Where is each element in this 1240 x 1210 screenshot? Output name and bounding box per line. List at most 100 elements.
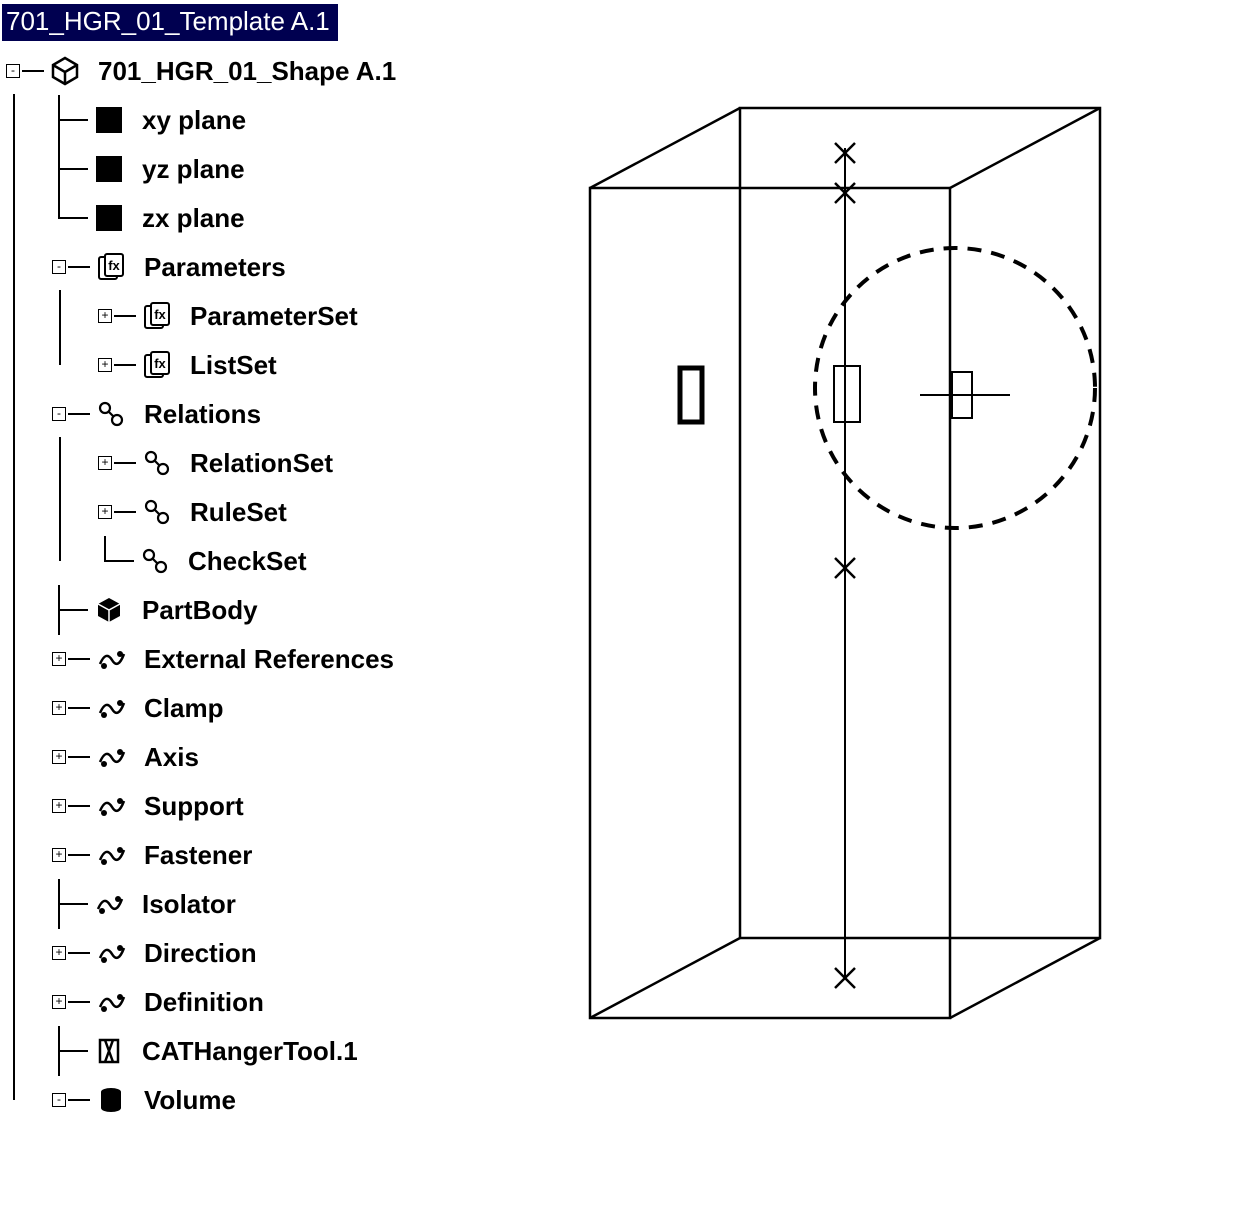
relations-icon [140, 495, 174, 529]
tree-node-clamp[interactable]: + Clamp [52, 683, 396, 732]
toggle-icon[interactable]: + [98, 505, 112, 519]
connector-line [22, 70, 44, 72]
geoset-icon [94, 789, 128, 823]
tree-node-label: RuleSet [190, 499, 287, 525]
toggle-icon[interactable]: - [52, 260, 66, 274]
tree-node-isolator[interactable]: Isolator [52, 879, 396, 928]
connector-line [52, 1044, 66, 1058]
tree-node-label: Volume [144, 1087, 236, 1113]
tree-node-extref[interactable]: + External References [52, 634, 396, 683]
connector-line [112, 560, 134, 562]
tree-node-partbody[interactable]: PartBody [52, 585, 396, 634]
tree-node-label: yz plane [142, 156, 245, 182]
model-viewport[interactable] [560, 98, 1200, 1098]
connector-line [66, 217, 88, 219]
connector-line [66, 168, 88, 170]
toggle-icon[interactable]: + [52, 995, 66, 1009]
connector-line [114, 511, 136, 513]
geoset-icon [94, 642, 128, 676]
tree-node-label: Direction [144, 940, 257, 966]
tree-node-definition[interactable]: + Definition [52, 977, 396, 1026]
feature-tree: - 701_HGR_01_Shape A.1 xy plane yz plane z… [6, 46, 396, 1124]
plane-icon [92, 152, 126, 186]
tree-node-label: ParameterSet [190, 303, 358, 329]
connector-line [68, 266, 90, 268]
connector-line [68, 1001, 90, 1003]
tree-root-label[interactable]: 701_HGR_01_Template A.1 [2, 4, 338, 41]
geoset-icon [94, 838, 128, 872]
tree-node-axis[interactable]: + Axis [52, 732, 396, 781]
tree-node-relations[interactable]: - Relations [52, 389, 396, 438]
tree-node-label: Relations [144, 401, 261, 427]
params-icon: fx [94, 250, 128, 284]
toggle-icon[interactable]: + [52, 946, 66, 960]
plane-icon [92, 103, 126, 137]
tool-icon [92, 1034, 126, 1068]
toggle-icon[interactable]: + [52, 750, 66, 764]
geoset-icon [94, 691, 128, 725]
geoset-icon [94, 936, 128, 970]
tree-node-listset[interactable]: +fxListSet [98, 340, 396, 389]
toggle-icon[interactable]: + [98, 309, 112, 323]
toggle-icon[interactable]: - [6, 64, 20, 78]
tree-node-support[interactable]: + Support [52, 781, 396, 830]
toggle-icon[interactable]: - [52, 1093, 66, 1107]
body-icon [92, 593, 126, 627]
tree-node-ruleset[interactable]: + RuleSet [98, 487, 396, 536]
connector-line [52, 897, 66, 911]
connector-line [68, 658, 90, 660]
tree-node-label: Axis [144, 744, 199, 770]
params-icon: fx [140, 299, 174, 333]
connector-line [68, 952, 90, 954]
toggle-icon[interactable]: + [52, 799, 66, 813]
tree-node-checkset[interactable]: CheckSet [98, 536, 396, 585]
tree-node-label: Clamp [144, 695, 223, 721]
connector-line [66, 609, 88, 611]
svg-text:fx: fx [154, 307, 166, 322]
toggle-icon[interactable]: + [52, 652, 66, 666]
toggle-icon[interactable]: + [98, 358, 112, 372]
tree-node-yz[interactable]: yz plane [52, 144, 396, 193]
connector-line [52, 113, 66, 127]
tree-node-label: External References [144, 646, 394, 672]
connector-line [114, 315, 136, 317]
connector-line [68, 805, 90, 807]
tree-node-paramset[interactable]: + fx ParameterSet [98, 291, 396, 340]
connector-line [68, 756, 90, 758]
tree-node-label: Definition [144, 989, 264, 1015]
tree-node-relset[interactable]: + RelationSet [98, 438, 396, 487]
toggle-icon[interactable]: + [52, 701, 66, 715]
tree-node-volume[interactable]: - Volume [52, 1075, 396, 1124]
toggle-icon[interactable]: + [52, 848, 66, 862]
connector-line [114, 364, 136, 366]
tree-node-shape[interactable]: - 701_HGR_01_Shape A.1 [6, 46, 396, 95]
connector-line [68, 854, 90, 856]
params-icon: fx [140, 348, 174, 382]
svg-text:fx: fx [108, 258, 120, 273]
relations-icon [140, 446, 174, 480]
relations-icon [94, 397, 128, 431]
part-icon [48, 54, 82, 88]
plane-icon [92, 201, 126, 235]
tree-node-params[interactable]: -fxParameters [52, 242, 396, 291]
tree-node-direction[interactable]: + Direction [52, 928, 396, 977]
connector-line [52, 162, 66, 176]
tree-node-fastener[interactable]: +Fastener [52, 830, 396, 879]
tree-node-hangertool[interactable]: CATHangerTool.1 [52, 1026, 396, 1075]
toggle-icon[interactable]: - [52, 407, 66, 421]
model-svg[interactable] [560, 98, 1200, 1098]
tree-node-xy[interactable]: xy plane [52, 95, 396, 144]
connector-line [98, 554, 112, 568]
connector-line [68, 413, 90, 415]
toggle-icon[interactable]: + [98, 456, 112, 470]
tree-node-label: zx plane [142, 205, 245, 231]
volume-icon [94, 1083, 128, 1117]
connector-line [66, 1050, 88, 1052]
tree-node-zx[interactable]: zx plane [52, 193, 396, 242]
geoset-icon [92, 887, 126, 921]
geoset-icon [94, 985, 128, 1019]
connector-line [68, 707, 90, 709]
tree-node-label: RelationSet [190, 450, 333, 476]
tree-node-label: CATHangerTool.1 [142, 1038, 358, 1064]
tree-node-label: Support [144, 793, 244, 819]
